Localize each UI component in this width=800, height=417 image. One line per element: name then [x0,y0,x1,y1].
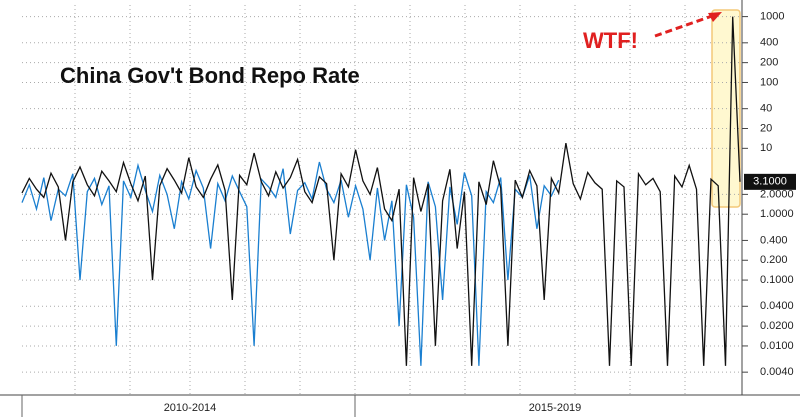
y-tick-label: 20 [760,122,772,134]
y-tick-label: 0.0200 [760,320,794,332]
y-tick-label: 200 [760,57,778,69]
y-tick-label: 40 [760,103,772,115]
plot-area [21,5,742,395]
x-section-label: 2015-2019 [529,402,582,414]
y-tick-label: 10 [760,142,772,154]
series-line [21,161,560,366]
chart-title: China Gov't Bond Repo Rate [60,63,360,88]
y-tick-label: 0.0100 [760,340,794,352]
y-tick-label: 0.0040 [760,366,794,378]
y-tick-label: 0.0400 [760,300,794,312]
x-section-label: 2010-2014 [164,402,217,414]
y-tick-label: 0.200 [760,254,788,266]
annotation: WTF! [583,28,638,53]
annotation-arrowhead [708,12,722,22]
y-tick-label: 1000 [760,11,784,23]
annotation-arrow [654,14,713,38]
y-tick-label: 0.400 [760,234,788,246]
y-tick-label: 2.0000 [760,188,794,200]
current-value-box [744,173,796,190]
y-tick-label: 1.0000 [760,208,794,220]
series-line [21,16,741,366]
y-tick-label: 400 [760,37,778,49]
y-tick-label: 0.1000 [760,274,794,286]
y-tick-label: 100 [760,76,778,88]
current-value-label: 3.1000 [753,176,787,188]
